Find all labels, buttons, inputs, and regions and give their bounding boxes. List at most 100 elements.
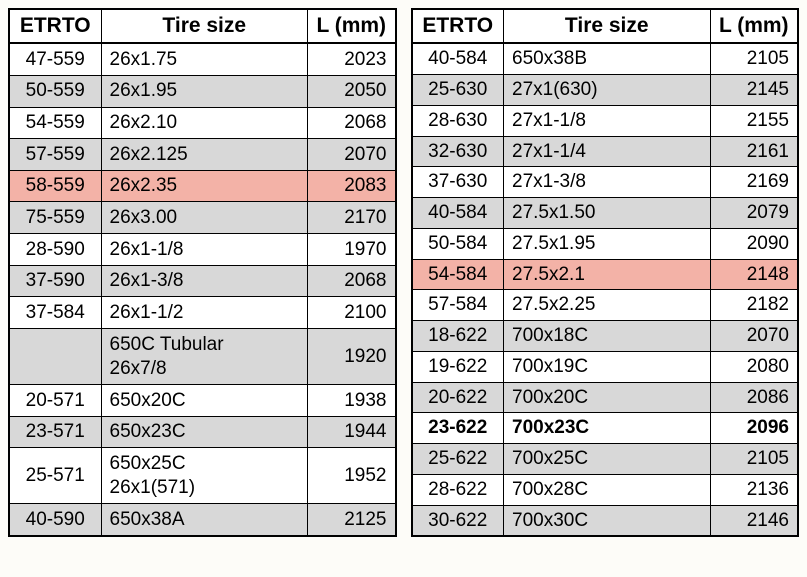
cell-size: 26x1-1/8 [101,234,308,266]
cell-etrto: 30-622 [412,505,504,536]
cell-len: 2079 [710,198,798,229]
cell-size: 26x2.10 [101,107,308,139]
table-row: 57-58427.5x2.252182 [412,290,799,321]
table-row: 25-63027x1(630)2145 [412,75,799,106]
cell-etrto: 18-622 [412,321,504,352]
cell-size: 27x1-3/8 [504,167,711,198]
table-row: 23-571650x23C1944 [9,416,396,448]
cell-etrto: 58-559 [9,170,101,202]
cell-size: 650x23C [101,416,308,448]
table-row: 50-55926x1.952050 [9,75,396,107]
cell-size: 26x3.00 [101,202,308,234]
cell-size: 26x2.35 [101,170,308,202]
cell-etrto: 20-571 [9,385,101,417]
table-row: 28-622700x28C2136 [412,474,799,505]
cell-etrto: 37-630 [412,167,504,198]
table-row: 30-622700x30C2146 [412,505,799,536]
cell-size: 650x25C 26x1(571) [101,448,308,504]
header-len: L (mm) [308,9,396,43]
cell-size: 26x1-3/8 [101,265,308,297]
table-row: 40-58427.5x1.502079 [412,198,799,229]
cell-etrto: 40-584 [412,198,504,229]
cell-size: 700x28C [504,474,711,505]
cell-size: 27x1-1/4 [504,136,711,167]
table-row: 54-58427.5x2.12148 [412,259,799,290]
cell-etrto: 23-622 [412,413,504,444]
cell-size: 650x38B [504,43,711,74]
cell-etrto: 32-630 [412,136,504,167]
cell-etrto: 54-584 [412,259,504,290]
table-row: 28-59026x1-1/81970 [9,234,396,266]
cell-len: 2169 [710,167,798,198]
table-row: 75-55926x3.002170 [9,202,396,234]
cell-size: 26x2.125 [101,139,308,171]
table-row: 37-63027x1-3/82169 [412,167,799,198]
cell-size: 700x18C [504,321,711,352]
cell-etrto: 28-630 [412,105,504,136]
cell-len: 2070 [308,139,396,171]
cell-size: 27.5x1.95 [504,228,711,259]
cell-size: 700x30C [504,505,711,536]
table-row: 25-571650x25C 26x1(571)1952 [9,448,396,504]
header-row: ETRTO Tire size L (mm) [412,9,799,43]
cell-len: 2170 [308,202,396,234]
table-row: 47-55926x1.752023 [9,43,396,75]
cell-len: 1920 [308,329,396,385]
cell-len: 2080 [710,351,798,382]
table-row: 25-622700x25C2105 [412,444,799,475]
table-body-left: 47-55926x1.75202350-55926x1.95205054-559… [9,43,396,536]
cell-len: 1970 [308,234,396,266]
cell-len: 2090 [710,228,798,259]
cell-len: 2155 [710,105,798,136]
cell-size: 27.5x2.1 [504,259,711,290]
cell-size: 650x38A [101,504,308,536]
cell-etrto: 19-622 [412,351,504,382]
cell-len: 2105 [710,43,798,74]
cell-size: 27x1(630) [504,75,711,106]
cell-size: 700x20C [504,382,711,413]
cell-len: 2105 [710,444,798,475]
cell-len: 2148 [710,259,798,290]
header-etrto: ETRTO [9,9,101,43]
cell-len: 2050 [308,75,396,107]
cell-len: 2146 [710,505,798,536]
cell-etrto: 37-584 [9,297,101,329]
cell-etrto [9,329,101,385]
cell-len: 2070 [710,321,798,352]
cell-len: 2023 [308,43,396,75]
table-row: 57-55926x2.1252070 [9,139,396,171]
cell-etrto: 54-559 [9,107,101,139]
cell-etrto: 23-571 [9,416,101,448]
table-row: 20-622700x20C2086 [412,382,799,413]
cell-etrto: 20-622 [412,382,504,413]
cell-size: 26x1.95 [101,75,308,107]
cell-size: 700x19C [504,351,711,382]
header-etrto: ETRTO [412,9,504,43]
header-size: Tire size [504,9,711,43]
cell-len: 2136 [710,474,798,505]
cell-etrto: 28-622 [412,474,504,505]
cell-len: 2161 [710,136,798,167]
table-row: 18-622700x18C2070 [412,321,799,352]
cell-size: 26x1.75 [101,43,308,75]
cell-etrto: 37-590 [9,265,101,297]
cell-size: 700x23C [504,413,711,444]
cell-len: 2145 [710,75,798,106]
cell-len: 2096 [710,413,798,444]
cell-etrto: 25-622 [412,444,504,475]
cell-len: 2086 [710,382,798,413]
cell-size: 27.5x1.50 [504,198,711,229]
header-row: ETRTO Tire size L (mm) [9,9,396,43]
header-size: Tire size [101,9,308,43]
table-row: 37-58426x1-1/22100 [9,297,396,329]
cell-etrto: 40-584 [412,43,504,74]
cell-size: 27.5x2.25 [504,290,711,321]
cell-etrto: 25-630 [412,75,504,106]
cell-len: 2068 [308,107,396,139]
tire-table-right: ETRTO Tire size L (mm) 40-584650x38B2105… [411,8,800,537]
cell-len: 2083 [308,170,396,202]
cell-len: 2100 [308,297,396,329]
cell-etrto: 75-559 [9,202,101,234]
table-row: 19-622700x19C2080 [412,351,799,382]
cell-etrto: 50-559 [9,75,101,107]
